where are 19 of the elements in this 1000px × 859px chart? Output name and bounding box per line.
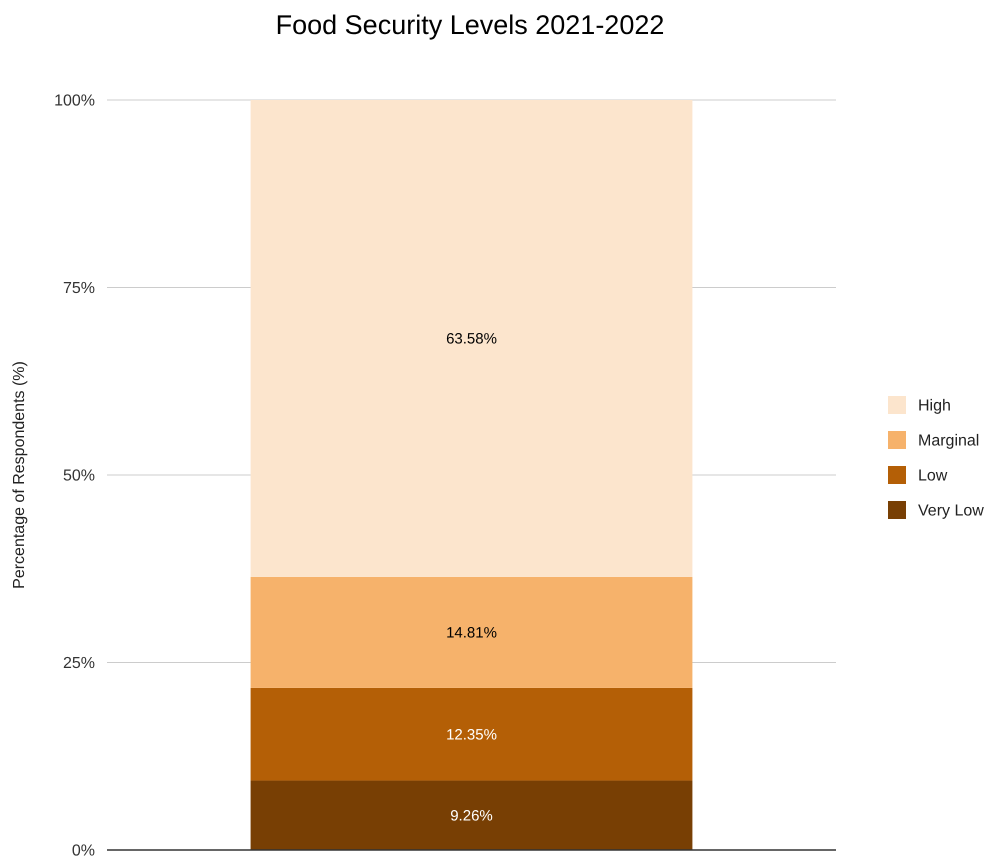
y-tick-label: 25% bbox=[62, 655, 95, 672]
bar bbox=[250, 688, 692, 781]
y-axis-title: Percentage of Respondents (%) bbox=[11, 361, 28, 589]
legend-label: Very Low bbox=[918, 502, 984, 520]
legend-label: Marginal bbox=[918, 432, 980, 450]
legend-label: High bbox=[918, 398, 951, 415]
y-tick-label: 100% bbox=[54, 92, 95, 110]
data-label: 63.58% bbox=[446, 330, 497, 348]
data-label: 12.35% bbox=[446, 726, 497, 744]
data-label: 14.81% bbox=[446, 624, 497, 642]
bar bbox=[250, 780, 692, 850]
y-tick-label: 75% bbox=[62, 280, 95, 298]
y-tick-label: 0% bbox=[72, 842, 95, 859]
bar bbox=[250, 576, 692, 688]
y-tick-label: 50% bbox=[62, 468, 95, 485]
legend-label: Low bbox=[918, 468, 948, 485]
data-label: 9.26% bbox=[450, 808, 493, 825]
bar bbox=[250, 100, 692, 577]
chart-title: Food Security Levels 2021-2022 bbox=[276, 10, 664, 40]
